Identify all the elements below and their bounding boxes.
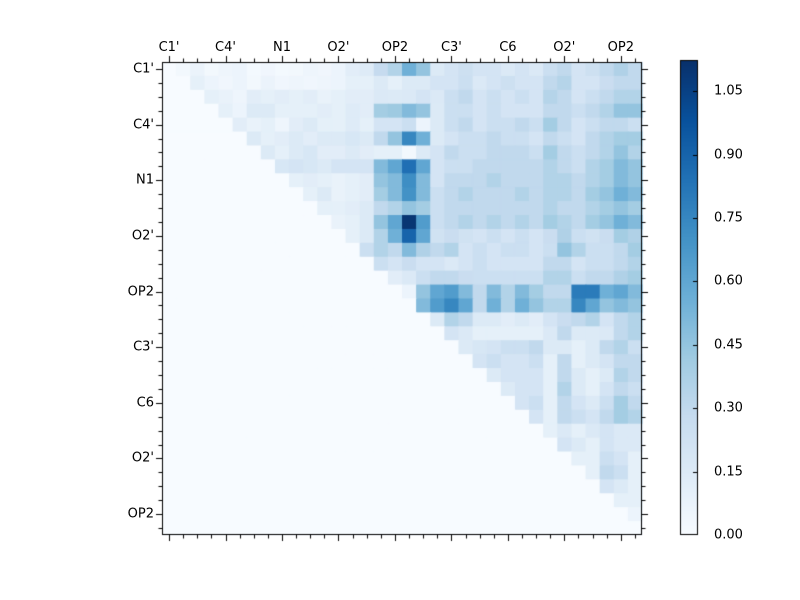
colorbar-tick-label: 0.75 xyxy=(714,210,743,226)
x-tick-label: N1 xyxy=(273,40,291,55)
x-tick-label: OP2 xyxy=(381,40,409,55)
colorbar-tick-label: 0.15 xyxy=(714,464,743,480)
y-tick-label: OP2 xyxy=(127,506,154,522)
y-tick-label: C4' xyxy=(133,117,154,133)
x-tick-label: C3' xyxy=(440,40,462,55)
x-tick-label: OP2 xyxy=(607,40,634,55)
y-tick-label: N1 xyxy=(136,172,154,188)
y-tick-label: C3' xyxy=(133,339,154,355)
colorbar-tick-label: 0.90 xyxy=(714,147,743,163)
x-tick-label: C6 xyxy=(499,40,517,55)
y-tick-label: O2' xyxy=(131,450,154,466)
y-tick-label: C6 xyxy=(136,395,154,411)
colorbar-tick-label: 0.30 xyxy=(714,400,743,416)
x-tick-label: O2' xyxy=(327,40,350,55)
colorbar-tick-label: 0.00 xyxy=(714,527,743,543)
colorbar-tick-label: 0.45 xyxy=(714,337,743,353)
x-tick-label: C4' xyxy=(215,40,236,55)
y-tick-label: O2' xyxy=(131,228,154,244)
y-tick-label: C1' xyxy=(133,61,154,77)
y-tick-label: OP2 xyxy=(127,284,154,300)
x-tick-label: O2' xyxy=(553,40,576,55)
colorbar-tick-label: 1.05 xyxy=(714,83,743,99)
colorbar-tick-label: 0.60 xyxy=(714,273,743,289)
x-tick-label: C1' xyxy=(158,40,180,55)
